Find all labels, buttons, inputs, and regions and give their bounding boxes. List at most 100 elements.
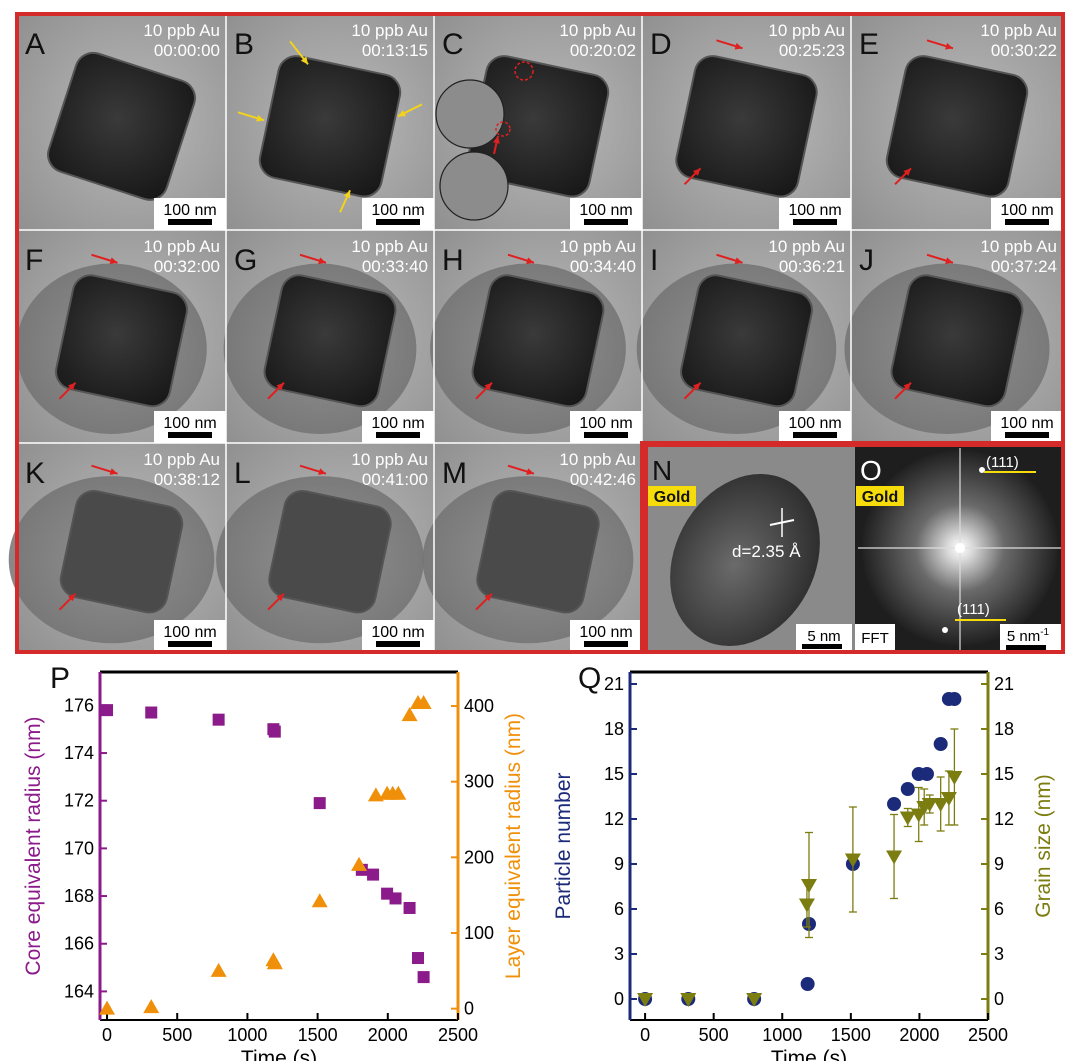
concentration-label: 10 ppb Au bbox=[351, 21, 428, 40]
frame-outline bbox=[644, 443, 1065, 654]
data-point-p-triangle bbox=[351, 856, 368, 871]
red-arrow-icon bbox=[716, 253, 743, 264]
concentration-label: 10 ppb Au bbox=[559, 21, 636, 40]
x-tick-label: 500 bbox=[699, 1025, 729, 1045]
data-point-p-triangle bbox=[390, 785, 407, 800]
data-point-q-circle bbox=[919, 767, 934, 781]
scale-bar bbox=[168, 219, 212, 225]
d-spacing-label: d=2.35 Å bbox=[732, 542, 801, 561]
timestamp-label: 00:37:24 bbox=[991, 257, 1057, 276]
chart-q: Q 0 500 1000 1500 2000 2500 0 3 6 9 12 15 18 21 0 3 6 9 12 1… bbox=[552, 662, 1055, 1061]
concentration-label: 10 ppb Au bbox=[768, 21, 845, 40]
panel-letter: I bbox=[650, 244, 658, 277]
y-tick-label: 6 bbox=[614, 899, 624, 919]
y2-tick-label: 0 bbox=[464, 999, 474, 1019]
nanocube-core bbox=[890, 274, 1024, 408]
y-tick-label: 12 bbox=[604, 809, 624, 829]
timestamp-label: 00:34:40 bbox=[570, 257, 636, 276]
panel-letter: O bbox=[860, 455, 882, 486]
timestamp-label: 00:41:00 bbox=[362, 470, 428, 489]
red-arrow-icon bbox=[91, 253, 118, 264]
x-tick-label: 0 bbox=[640, 1025, 650, 1045]
y-tick-label: 21 bbox=[604, 674, 624, 694]
fft-center-spot bbox=[955, 543, 965, 553]
timestamp-label: 00:33:40 bbox=[362, 257, 428, 276]
timestamp-label: 00:32:00 bbox=[154, 257, 220, 276]
data-point-q-triangle-down bbox=[886, 813, 903, 900]
scale-bar-label: 100 nm bbox=[1000, 202, 1053, 219]
red-arrow-icon bbox=[267, 382, 285, 400]
data-point-p-square bbox=[417, 971, 430, 984]
x-tick-label: 2500 bbox=[438, 1025, 478, 1045]
y-axis-label: Particle number bbox=[552, 772, 575, 919]
panel-letter: F bbox=[25, 244, 43, 277]
scale-bar bbox=[1005, 219, 1049, 225]
data-point-q-circle bbox=[887, 797, 902, 811]
y2-axis-label: Grain size (nm) bbox=[1032, 774, 1055, 918]
nanocube-core bbox=[263, 274, 397, 408]
timestamp-label: 00:20:02 bbox=[570, 41, 636, 60]
red-arrow-icon bbox=[716, 39, 743, 50]
data-point-p-triangle bbox=[143, 999, 160, 1014]
data-point-p-square bbox=[145, 706, 158, 719]
yellow-arrow-icon bbox=[397, 103, 423, 118]
data-point-p-square bbox=[101, 704, 114, 717]
panel-letter: H bbox=[442, 244, 464, 277]
gold-tag bbox=[648, 486, 696, 506]
data-point-p-triangle bbox=[210, 962, 227, 977]
scale-bar-label: 5 nm-1 bbox=[1007, 627, 1050, 645]
data-point-p-triangle bbox=[367, 787, 384, 802]
scale-bar bbox=[584, 219, 628, 225]
gold-tag-label: Gold bbox=[654, 489, 690, 506]
x-axis-label: Time (s) bbox=[771, 1047, 847, 1061]
timestamp-label: 00:38:12 bbox=[154, 470, 220, 489]
inset-zoom-bottom bbox=[439, 151, 509, 221]
red-arrow-icon bbox=[926, 39, 954, 50]
inset-zoom-top bbox=[435, 79, 505, 149]
timestamp-label: 00:42:46 bbox=[570, 470, 636, 489]
frame-outline bbox=[15, 12, 1065, 654]
plane-label: (111) bbox=[986, 454, 1019, 471]
y2-tick-label: 21 bbox=[994, 674, 1014, 694]
chart-p: P0 500 1000 1500 2000 25001641661681701721741… bbox=[22, 662, 525, 1061]
nanocube-core bbox=[268, 489, 392, 614]
concentration-label: 10 ppb Au bbox=[143, 450, 220, 469]
y-tick-label: 164 bbox=[64, 981, 94, 1001]
diffraction-spot bbox=[942, 627, 948, 633]
data-point-p-square bbox=[313, 797, 326, 810]
nanocube-core bbox=[675, 55, 818, 198]
nanocube-core bbox=[885, 55, 1029, 198]
scale-bar bbox=[168, 641, 212, 647]
data-point-q-triangle-down bbox=[637, 993, 654, 1007]
panel-letter: B bbox=[234, 28, 254, 61]
data-point-q-triangle-down bbox=[921, 794, 938, 814]
scale-bar bbox=[168, 432, 212, 438]
panel-letter: N bbox=[652, 455, 672, 486]
y2-tick-label: 200 bbox=[464, 847, 494, 867]
concentration-label: 10 ppb Au bbox=[143, 21, 220, 40]
x-tick-label: 1500 bbox=[298, 1025, 338, 1045]
y2-tick-label: 6 bbox=[994, 899, 1004, 919]
red-arrow-icon bbox=[299, 253, 327, 264]
red-arrow-icon bbox=[267, 592, 285, 611]
y-tick-label: 18 bbox=[604, 719, 624, 739]
red-arrow-icon bbox=[91, 464, 118, 475]
hrtem-panel-n: N Gold d=2.35 Å 5 nm bbox=[647, 445, 855, 652]
y2-tick-label: 400 bbox=[464, 696, 494, 716]
data-point-p-square bbox=[268, 725, 281, 738]
fft-tag-box bbox=[855, 624, 895, 652]
y2-tick-label: 300 bbox=[464, 772, 494, 792]
timestamp-label: 00:13:15 bbox=[362, 41, 428, 60]
panel-letter: D bbox=[650, 28, 672, 61]
concentration-label: 10 ppb Au bbox=[980, 237, 1057, 256]
concentration-label: 10 ppb Au bbox=[351, 237, 428, 256]
scale-bar bbox=[1006, 645, 1046, 650]
